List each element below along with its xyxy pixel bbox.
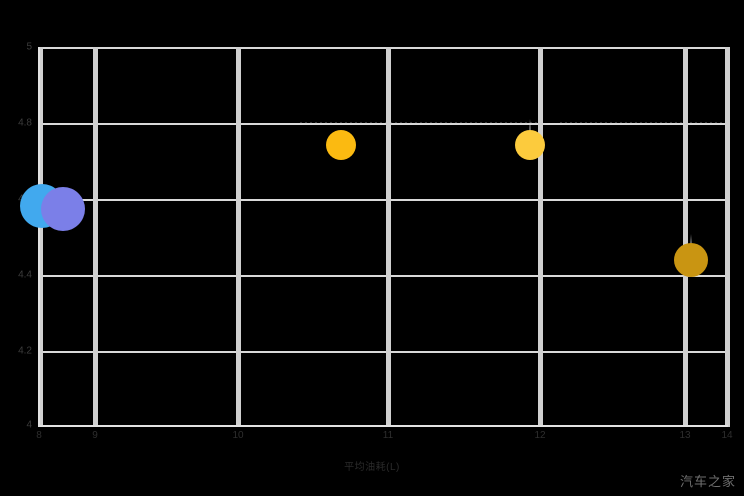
y-tick-label: 4.2 [18, 345, 32, 357]
annotation-leader-right [560, 122, 725, 124]
data-point-marker[interactable] [674, 243, 708, 277]
gridline-horizontal-5 [38, 47, 728, 49]
y-tick-label: 4 [26, 419, 32, 431]
plot-area [38, 47, 730, 427]
gridline-vertical-13 [683, 47, 688, 427]
y-axis-line [38, 47, 40, 427]
y-tick-label: 4.4 [18, 269, 32, 281]
x-tick-label: 14 [721, 430, 733, 441]
y-tick-label: 4.8 [18, 117, 32, 129]
gridline-vertical-8 [38, 47, 43, 427]
y-tick-label: 5 [26, 41, 32, 53]
x-axis-line [38, 425, 728, 427]
gridline-horizontal-4.6 [38, 199, 728, 201]
gridline-vertical-9 [93, 47, 98, 427]
x-tick-label: 9 [92, 430, 98, 441]
x-tick-label: 11 [382, 430, 394, 441]
data-point-marker[interactable] [326, 130, 356, 160]
annotation-leader-left [300, 122, 545, 124]
x-tick-label: 8 [36, 430, 42, 441]
gridline-horizontal-4.4 [38, 275, 728, 277]
gridline-vertical-10 [236, 47, 241, 427]
gridline-vertical-12 [538, 47, 543, 427]
data-point-marker[interactable] [515, 130, 545, 160]
x-tick-label: 10 [232, 430, 244, 441]
gridline-horizontal-4.8 [38, 123, 728, 125]
x-tick-label: 12 [534, 430, 546, 441]
watermark: 汽车之家 [679, 475, 736, 490]
gridline-vertical-11 [386, 47, 391, 427]
x-tick-label: 13 [679, 430, 691, 441]
data-point-marker[interactable] [41, 187, 85, 231]
gridline-horizontal-4.2 [38, 351, 728, 353]
gridline-vertical-14 [725, 47, 730, 427]
x-axis-title: 平均油耗(L) [344, 462, 400, 473]
